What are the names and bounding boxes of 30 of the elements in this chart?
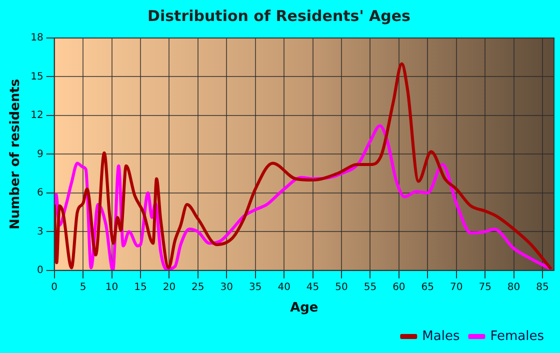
x-tick-label: 50 bbox=[335, 282, 348, 293]
x-tick-label: 80 bbox=[507, 282, 520, 293]
y-tick-label: 6 bbox=[36, 188, 44, 199]
y-tick-label: 12 bbox=[30, 110, 44, 122]
y-tick-label: 15 bbox=[30, 71, 44, 82]
y-tick-label: 3 bbox=[36, 226, 44, 238]
x-tick-label: 15 bbox=[134, 282, 147, 293]
x-tick-label: 25 bbox=[192, 282, 204, 293]
x-tick-label: 30 bbox=[220, 282, 233, 293]
x-axis-title: Age bbox=[290, 300, 318, 316]
x-tick-label: 85 bbox=[536, 282, 549, 293]
y-tick-label: 0 bbox=[36, 264, 44, 276]
x-tick-label: 45 bbox=[306, 282, 320, 293]
x-tick-label: 65 bbox=[421, 282, 434, 293]
legend-label: Males bbox=[422, 328, 460, 344]
y-axis-title: Number of residents bbox=[8, 78, 24, 230]
x-tick-label: 10 bbox=[105, 282, 118, 293]
x-tick-label: 35 bbox=[248, 282, 262, 293]
x-tick-label: 5 bbox=[80, 282, 86, 293]
y-tick-label: 9 bbox=[36, 148, 44, 160]
x-tick-label: 60 bbox=[392, 282, 406, 293]
chart-title: Distribution of Residents' Ages bbox=[148, 6, 411, 25]
legend-label: Females bbox=[490, 328, 544, 344]
y-tick-label: 18 bbox=[30, 32, 44, 44]
x-tick-label: 40 bbox=[278, 282, 290, 293]
x-tick-label: 75 bbox=[478, 282, 492, 293]
x-tick-label: 0 bbox=[51, 282, 58, 293]
x-tick-label: 55 bbox=[364, 282, 377, 293]
x-tick-label: 70 bbox=[450, 282, 463, 293]
x-tick-label: 20 bbox=[162, 282, 176, 293]
